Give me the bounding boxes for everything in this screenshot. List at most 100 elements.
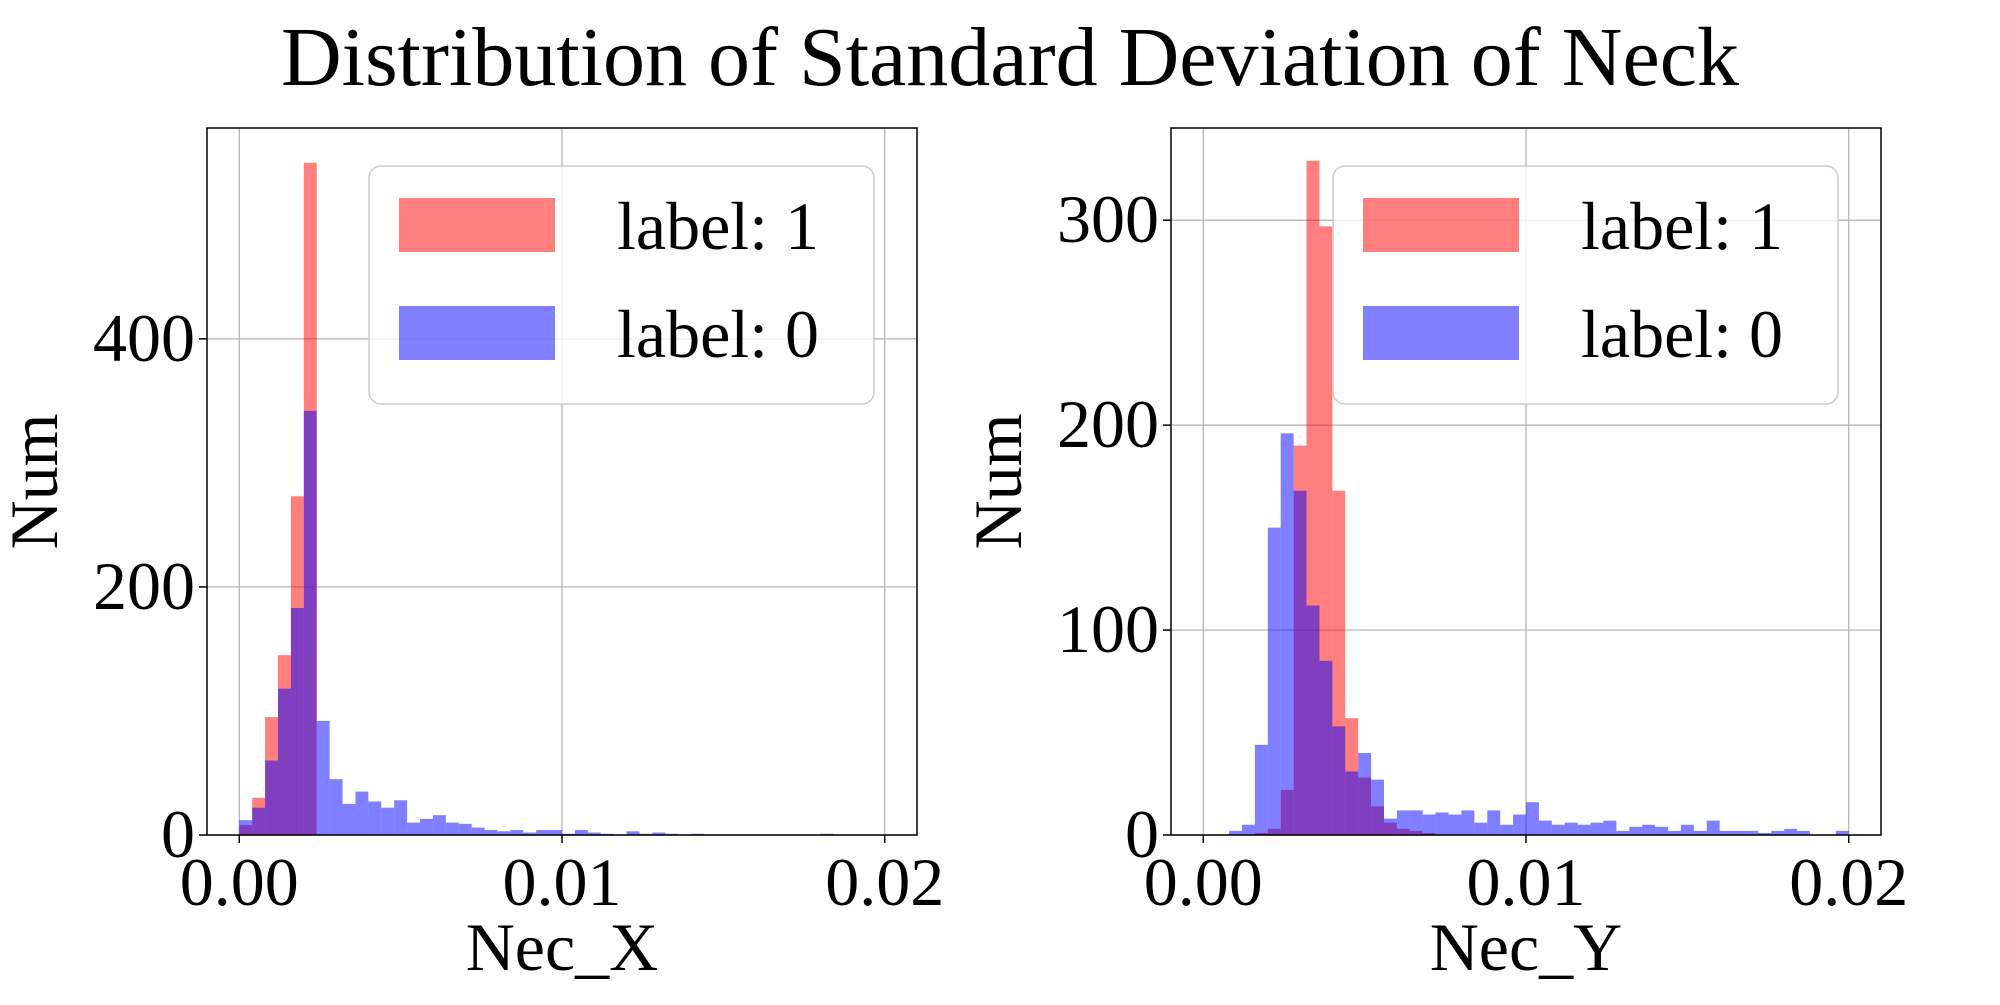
histogram-bar xyxy=(1771,830,1785,835)
histogram-bar xyxy=(316,720,330,835)
histogram-bar xyxy=(355,791,369,835)
y-tick-label: 0 xyxy=(1125,796,1159,872)
histogram-bar xyxy=(1500,824,1514,835)
histogram-bar xyxy=(368,801,382,835)
histogram-bar xyxy=(549,830,562,835)
histogram-bar xyxy=(1513,814,1526,835)
y-axis-label: Num xyxy=(960,414,1036,550)
histogram-bar xyxy=(1371,779,1384,835)
histogram-bar xyxy=(1616,830,1630,835)
histogram-bar xyxy=(1564,822,1578,835)
x-axis-label: Nec_X xyxy=(466,909,659,985)
histogram-bar xyxy=(497,831,511,835)
histogram-bar xyxy=(1254,744,1268,835)
histogram-bar xyxy=(1396,810,1410,835)
x-tick-label: 0.01 xyxy=(503,844,622,920)
legend-label: label: 1 xyxy=(1581,188,1783,264)
histogram-bar xyxy=(1293,490,1307,835)
histogram-bar xyxy=(1332,726,1346,835)
legend-swatch xyxy=(1363,198,1519,252)
histogram-bar xyxy=(1629,826,1643,835)
histogram-bar xyxy=(420,818,433,835)
histogram-bar xyxy=(265,760,278,835)
legend: label: 1 label: 0 xyxy=(368,165,875,405)
series-label-0 xyxy=(239,410,834,835)
legend-label: label: 0 xyxy=(617,296,819,372)
histogram-bar xyxy=(1603,820,1617,835)
histogram-bar xyxy=(1719,830,1733,835)
histogram-bar xyxy=(1551,824,1565,835)
x-tick-label: 0.02 xyxy=(825,844,944,920)
histogram-bar xyxy=(1642,824,1656,835)
x-tick-label: 0.00 xyxy=(1144,844,1263,920)
histogram-bar xyxy=(278,688,291,835)
histogram-bar xyxy=(1267,527,1281,835)
histogram-bar xyxy=(1758,832,1772,835)
histogram-bar xyxy=(1280,433,1294,835)
histogram-bar xyxy=(484,830,498,835)
y-axis-label: Num xyxy=(0,414,72,550)
histogram-bar xyxy=(445,822,459,835)
x-axis-label: Nec_Y xyxy=(1430,909,1623,985)
histogram-bar xyxy=(1835,830,1849,835)
legend-label: label: 0 xyxy=(1581,296,1783,372)
histogram-bar xyxy=(652,832,666,835)
legend-label: label: 1 xyxy=(617,188,819,264)
histogram-bar xyxy=(252,807,266,835)
histogram-bar xyxy=(523,832,537,835)
histogram-bar xyxy=(510,830,524,835)
histogram-bar xyxy=(1797,830,1810,835)
histogram-bar xyxy=(1487,810,1501,835)
x-tick-label: 0.01 xyxy=(1467,844,1586,920)
histogram-bar xyxy=(394,800,408,835)
histogram-bar xyxy=(1319,660,1333,835)
histogram-bar xyxy=(626,831,640,835)
y-tick-label: 200 xyxy=(1057,386,1159,462)
histogram-bar xyxy=(303,410,317,835)
histogram-bar xyxy=(1448,814,1462,835)
histogram-bar xyxy=(1745,830,1759,835)
y-tick-label: 300 xyxy=(1057,181,1159,257)
legend-swatch xyxy=(399,306,555,360)
histogram-bar xyxy=(329,779,343,835)
histogram-bar xyxy=(407,822,420,835)
histogram-bar xyxy=(458,823,472,835)
y-tick-label: 0 xyxy=(161,796,195,872)
histogram-bar xyxy=(1526,802,1539,835)
histogram-bar xyxy=(1306,605,1320,835)
histogram-bar xyxy=(1358,753,1372,835)
histogram-bar xyxy=(381,807,395,835)
histogram-bar xyxy=(1229,830,1242,835)
histogram-bar xyxy=(1680,824,1694,835)
y-tick-label: 100 xyxy=(1057,591,1159,667)
histogram-bar xyxy=(471,827,485,835)
legend: label: 1 label: 0 xyxy=(1332,165,1839,405)
histogram-bar xyxy=(1590,822,1604,835)
histogram-bar xyxy=(1384,818,1397,835)
histogram-bar xyxy=(290,608,304,835)
histogram-bar xyxy=(587,832,601,835)
histogram-bar xyxy=(1732,830,1746,835)
histogram-bar xyxy=(1474,822,1488,835)
x-tick-label: 0.02 xyxy=(1789,844,1908,920)
histogram-bar xyxy=(1435,812,1449,835)
histogram-bar xyxy=(574,830,588,835)
legend-swatch xyxy=(399,198,555,252)
histogram-bar xyxy=(1784,828,1798,835)
histogram-bar xyxy=(1668,830,1681,835)
histogram-bar xyxy=(1655,826,1668,835)
histogram-bar xyxy=(1409,810,1423,835)
y-tick-label: 200 xyxy=(93,548,195,624)
histogram-bar xyxy=(1693,830,1707,835)
series-label-0 xyxy=(1229,433,1849,835)
histogram-bar xyxy=(1706,820,1720,835)
legend-swatch xyxy=(1363,306,1519,360)
histogram-bar xyxy=(1422,814,1436,835)
y-tick-label: 400 xyxy=(93,300,195,376)
x-tick-label: 0.00 xyxy=(180,844,299,920)
histogram-bar xyxy=(239,820,253,835)
histogram-bar xyxy=(432,815,446,835)
